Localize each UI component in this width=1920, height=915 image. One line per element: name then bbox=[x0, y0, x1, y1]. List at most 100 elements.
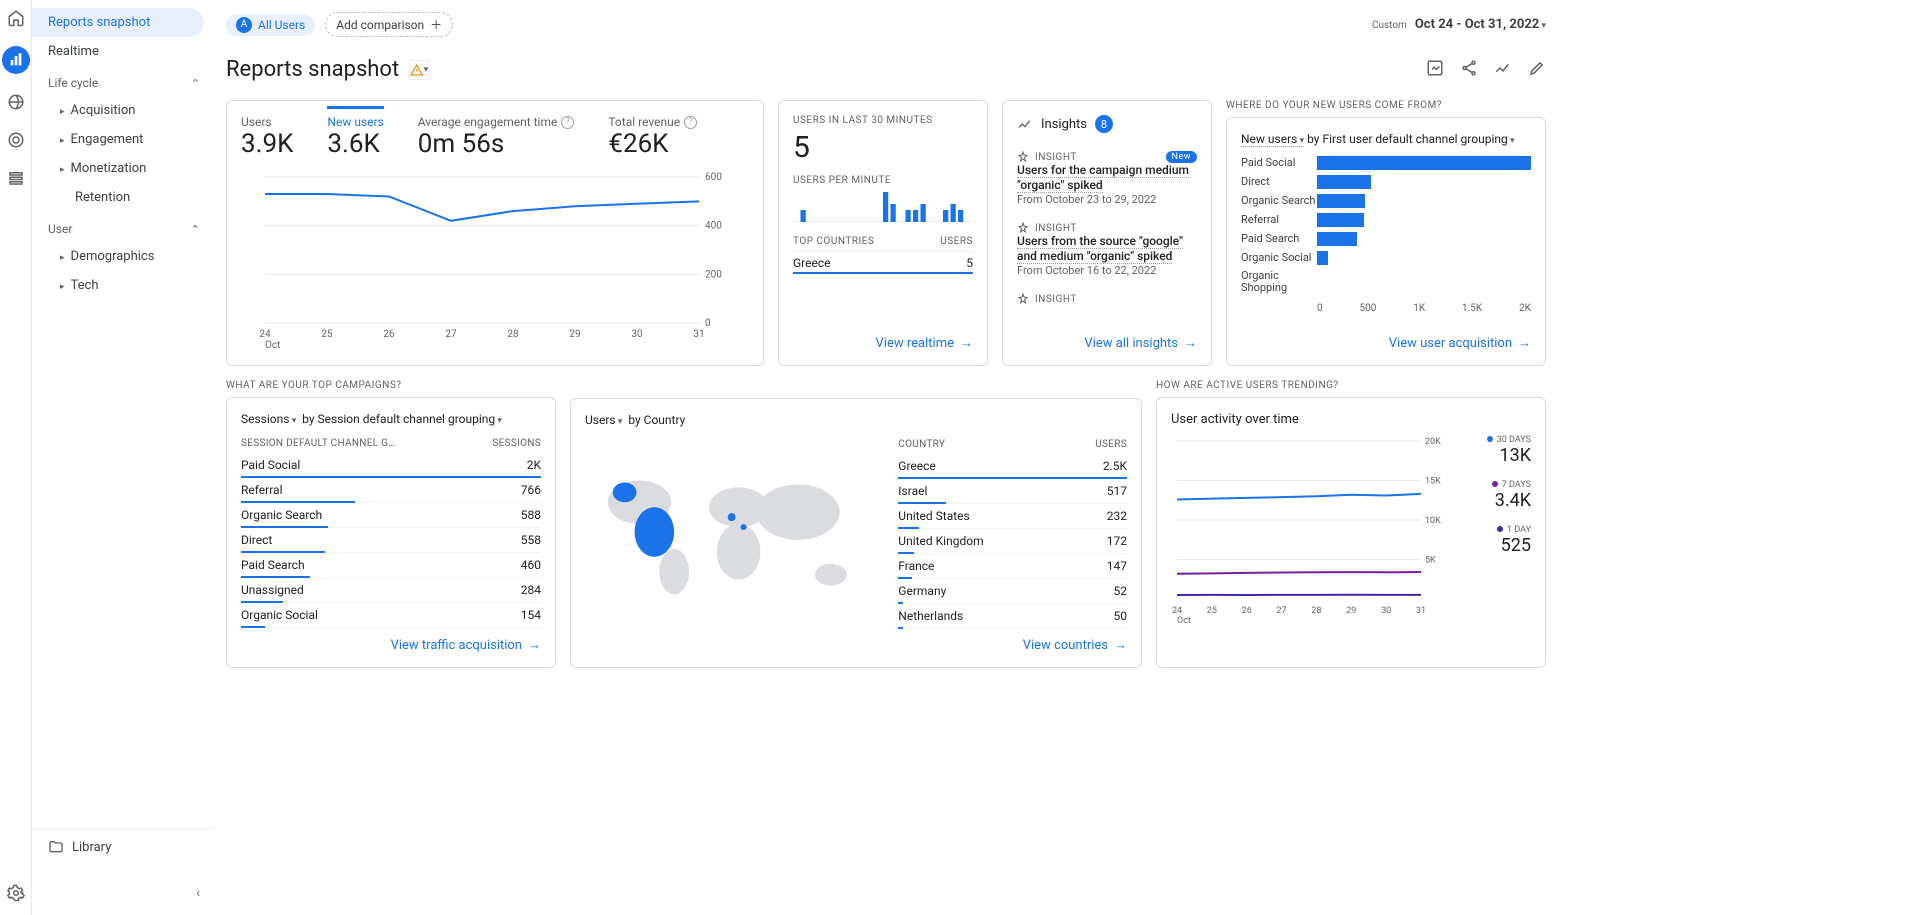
insight-item[interactable]: INSIGHTNewUsers for the campaign medium … bbox=[1017, 143, 1197, 214]
svg-text:24: 24 bbox=[259, 329, 271, 340]
table-row[interactable]: Organic Search588 bbox=[241, 503, 541, 528]
metric-tab[interactable]: Total revenue ?€26K bbox=[608, 115, 697, 159]
acquisition-bar-row: Paid Search bbox=[1241, 232, 1531, 246]
customize-report-icon[interactable] bbox=[1426, 59, 1444, 81]
metric-tab[interactable]: New users3.6K bbox=[327, 106, 383, 159]
svg-text:10K: 10K bbox=[1425, 516, 1441, 526]
admin-gear-icon[interactable] bbox=[6, 883, 26, 903]
svg-text:15K: 15K bbox=[1425, 477, 1441, 487]
table-row[interactable]: Paid Social2K bbox=[241, 453, 541, 478]
svg-text:31: 31 bbox=[693, 329, 704, 340]
plus-icon: ＋ bbox=[430, 16, 442, 33]
date-range-picker[interactable]: CustomOct 24 - Oct 31, 2022 bbox=[1372, 17, 1546, 32]
main-content: AAll Users Add comparison＋ CustomOct 24 … bbox=[212, 0, 1560, 915]
acq-dim-picker[interactable]: First user default channel grouping bbox=[1322, 132, 1514, 146]
configure-icon[interactable] bbox=[6, 168, 26, 188]
sidebar-item-acquisition[interactable]: Acquisition bbox=[32, 96, 212, 125]
sidebar-item-engagement[interactable]: Engagement bbox=[32, 125, 212, 154]
camp-dim-picker[interactable]: Session default channel grouping bbox=[318, 412, 502, 426]
sidebar-item-tech[interactable]: Tech bbox=[32, 271, 212, 300]
table-row[interactable]: France147 bbox=[898, 554, 1127, 579]
table-row[interactable]: Greece2.5K bbox=[898, 454, 1127, 479]
table-row[interactable]: Israel517 bbox=[898, 479, 1127, 504]
view-user-acquisition-link[interactable]: View user acquisition → bbox=[1389, 335, 1531, 351]
view-traffic-acquisition-link[interactable]: View traffic acquisition → bbox=[391, 637, 541, 653]
acq-metric-picker[interactable]: New users bbox=[1241, 132, 1304, 147]
home-icon[interactable] bbox=[6, 8, 26, 28]
section-label-acquisition: WHERE DO YOUR NEW USERS COME FROM? bbox=[1226, 100, 1546, 111]
sidebar-item-monetization[interactable]: Monetization bbox=[32, 154, 212, 183]
table-row[interactable]: United Kingdom172 bbox=[898, 529, 1127, 554]
insights-icon[interactable] bbox=[1494, 59, 1512, 81]
acquisition-bar-row: Organic Social bbox=[1241, 251, 1531, 265]
svg-text:28: 28 bbox=[507, 329, 519, 340]
svg-text:26: 26 bbox=[1242, 606, 1252, 616]
page-title: Reports snapshot bbox=[226, 57, 399, 82]
svg-text:25: 25 bbox=[321, 329, 333, 340]
svg-text:29: 29 bbox=[569, 329, 580, 340]
sidebar-group-lifecycle[interactable]: Life cycle⌃ bbox=[32, 66, 212, 96]
overview-metrics-card: Users3.9K New users3.6K Average engagement… bbox=[226, 100, 764, 366]
trending-chart: 5K10K15K20K2425262728293031Oct bbox=[1171, 435, 1451, 625]
chevron-up-icon: ⌃ bbox=[191, 223, 200, 236]
svg-text:30: 30 bbox=[631, 329, 643, 340]
sidebar: Reports snapshot Realtime Life cycle⌃ Ac… bbox=[32, 0, 212, 915]
campaigns-card: Sessions by Session default channel grou… bbox=[226, 397, 556, 668]
sidebar-item-realtime[interactable]: Realtime bbox=[32, 37, 212, 66]
camp-metric-picker[interactable]: Sessions bbox=[241, 412, 296, 426]
view-realtime-link[interactable]: View realtime → bbox=[876, 335, 973, 351]
sidebar-item-retention[interactable]: Retention bbox=[32, 183, 212, 212]
section-label-campaigns: WHAT ARE YOUR TOP CAMPAIGNS? bbox=[226, 380, 556, 391]
svg-text:Oct: Oct bbox=[265, 340, 280, 351]
sidebar-group-user[interactable]: User⌃ bbox=[32, 212, 212, 242]
table-row[interactable]: Unassigned284 bbox=[241, 578, 541, 603]
table-row[interactable]: Organic Social154 bbox=[241, 603, 541, 628]
overview-line-chart: 02004006002425262728293031Oct bbox=[241, 171, 749, 351]
acquisition-bar-row: Referral bbox=[1241, 213, 1531, 227]
segment-badge-icon: A bbox=[236, 17, 252, 33]
segment-pill[interactable]: AAll Users bbox=[226, 14, 315, 36]
metrics-tabs: Users3.9KNew users3.6KAverage engagement… bbox=[241, 115, 749, 159]
metric-tab[interactable]: Users3.9K bbox=[241, 115, 293, 159]
reports-icon[interactable] bbox=[2, 46, 30, 74]
table-row[interactable]: Netherlands50 bbox=[898, 604, 1127, 629]
collapse-sidebar-icon[interactable]: ‹ bbox=[196, 886, 200, 901]
table-row[interactable]: Direct558 bbox=[241, 528, 541, 553]
table-row[interactable]: United States232 bbox=[898, 504, 1127, 529]
topbar: AAll Users Add comparison＋ CustomOct 24 … bbox=[226, 4, 1546, 45]
svg-text:24: 24 bbox=[1172, 606, 1182, 616]
add-comparison-button[interactable]: Add comparison＋ bbox=[325, 12, 453, 37]
sidebar-library[interactable]: Library bbox=[32, 828, 212, 865]
view-all-insights-link[interactable]: View all insights → bbox=[1084, 335, 1197, 351]
sidebar-item-reports-snapshot[interactable]: Reports snapshot bbox=[32, 8, 204, 37]
metric-tab[interactable]: Average engagement time ?0m 56s bbox=[418, 115, 575, 159]
view-countries-link[interactable]: View countries → bbox=[1023, 637, 1127, 653]
chevron-up-icon: ⌃ bbox=[191, 77, 200, 90]
acquisition-bar-row: Organic Shopping bbox=[1241, 270, 1531, 294]
explore-icon[interactable] bbox=[6, 92, 26, 112]
sidebar-item-demographics[interactable]: Demographics bbox=[32, 242, 212, 271]
country-metric-picker[interactable]: Users bbox=[585, 413, 622, 427]
svg-text:600: 600 bbox=[705, 172, 722, 183]
insights-card: Insights8 INSIGHTNewUsers for the campai… bbox=[1002, 100, 1212, 366]
svg-text:25: 25 bbox=[1207, 606, 1217, 616]
svg-text:28: 28 bbox=[1311, 606, 1321, 616]
insight-item[interactable]: INSIGHTUsers from the source "google" an… bbox=[1017, 214, 1197, 285]
world-map bbox=[585, 435, 882, 629]
table-row[interactable]: Germany52 bbox=[898, 579, 1127, 604]
table-row[interactable]: Referral766 bbox=[241, 478, 541, 503]
trend-legend-item: 30 DAYS13K bbox=[1461, 435, 1531, 466]
data-quality-warning-icon[interactable] bbox=[409, 60, 429, 80]
svg-text:Oct: Oct bbox=[1177, 616, 1191, 625]
title-actions bbox=[1426, 59, 1546, 81]
advertising-icon[interactable] bbox=[6, 130, 26, 150]
acquisition-card: New users by First user default channel … bbox=[1226, 117, 1546, 366]
nav-rail bbox=[0, 0, 32, 915]
svg-text:31: 31 bbox=[1416, 606, 1426, 616]
edit-icon[interactable] bbox=[1528, 59, 1546, 81]
table-row[interactable]: Paid Search460 bbox=[241, 553, 541, 578]
insight-item[interactable]: INSIGHT bbox=[1017, 285, 1197, 313]
share-icon[interactable] bbox=[1460, 59, 1478, 81]
realtime-country-row: Greece5 bbox=[793, 252, 973, 274]
acquisition-bar-row: Organic Search bbox=[1241, 194, 1531, 208]
